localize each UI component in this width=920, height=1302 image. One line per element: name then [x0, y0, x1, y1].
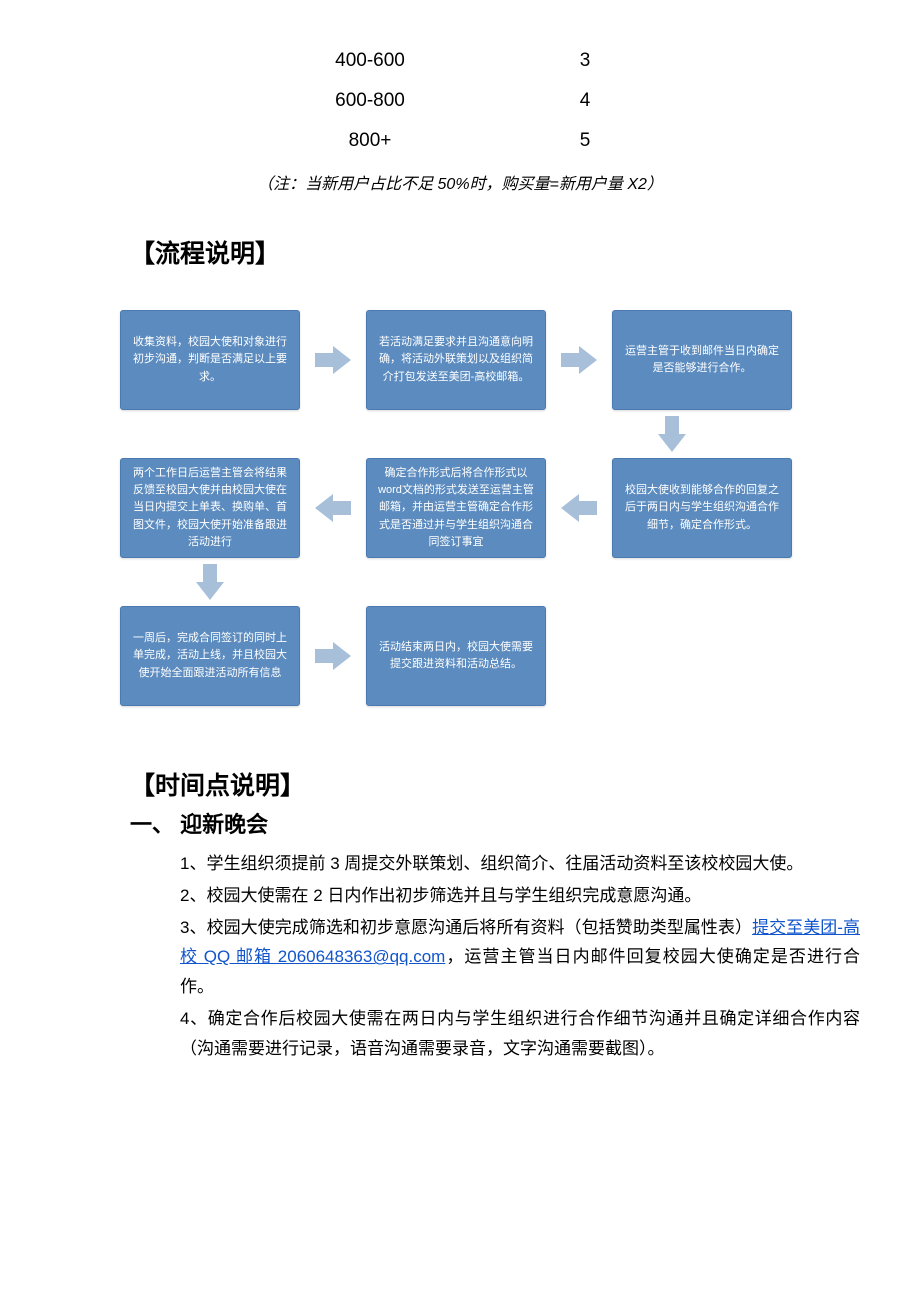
range-cell: 800+	[320, 130, 420, 152]
flow-box-3: 运营主管于收到邮件当日内确定是否能够进行合作。	[612, 310, 792, 410]
table-row: 800+ 5	[60, 130, 860, 152]
table-row: 600-800 4	[60, 90, 860, 112]
list-item: 3、校园大使完成筛选和初步意愿沟通后将所有资料（包括赞助类型属性表）提交至美团-…	[180, 913, 860, 1002]
list-item: 2、校园大使需在 2 日内作出初步筛选并且与学生组织完成意愿沟通。	[180, 881, 860, 911]
flow-box-7: 一周后，完成合同签订的同时上单完成，活动上线，并且校园大使开始全面跟进活动所有信…	[120, 606, 300, 706]
heading-flow: 【流程说明】	[60, 234, 860, 270]
table-row: 400-600 3	[60, 50, 860, 72]
flow-box-4: 校园大使收到能够合作的回复之后于两日内与学生组织沟通合作细节，确定合作形式。	[612, 458, 792, 558]
arrow-left-icon	[561, 490, 597, 526]
heading-timepoint: 【时间点说明】	[60, 766, 860, 802]
arrow-left-icon	[315, 490, 351, 526]
arrow-right-icon	[315, 342, 351, 378]
subheading-welcome-event: 一、 迎新晚会	[60, 807, 860, 839]
arrow-down-icon	[582, 416, 762, 452]
arrow-right-icon	[561, 342, 597, 378]
list-item: 1、学生组织须提前 3 周提交外联策划、组织简介、往届活动资料至该校校园大使。	[180, 849, 860, 879]
arrow-right-icon	[315, 638, 351, 674]
flowchart: 收集资料，校园大使和对象进行初步沟通，判断是否满足以上要求。 若活动满足要求并且…	[60, 310, 860, 706]
range-cell: 600-800	[320, 90, 420, 112]
note-text: （注：当新用户占比不足 50%时，购买量=新用户量 X2）	[60, 170, 860, 194]
tier-table: 400-600 3 600-800 4 800+ 5	[60, 50, 860, 152]
detail-list: 1、学生组织须提前 3 周提交外联策划、组织简介、往届活动资料至该校校园大使。 …	[60, 849, 860, 1063]
flow-box-1: 收集资料，校园大使和对象进行初步沟通，判断是否满足以上要求。	[120, 310, 300, 410]
value-cell: 3	[570, 50, 600, 72]
flow-box-8: 活动结束两日内，校园大使需要提交跟进资料和活动总结。	[366, 606, 546, 706]
value-cell: 5	[570, 130, 600, 152]
value-cell: 4	[570, 90, 600, 112]
range-cell: 400-600	[320, 50, 420, 72]
flow-box-5: 确定合作形式后将合作形式以word文档的形式发送至运营主管邮箱，并由运营主管确定…	[366, 458, 546, 558]
list-item: 4、确定合作后校园大使需在两日内与学生组织进行合作细节沟通并且确定详细合作内容（…	[180, 1004, 860, 1064]
arrow-down-icon	[120, 564, 300, 600]
flow-box-2: 若活动满足要求并且沟通意向明确，将活动外联策划以及组织简介打包发送至美团-高校邮…	[366, 310, 546, 410]
flow-box-6: 两个工作日后运营主管会将结果反馈至校园大使并由校园大使在当日内提交上单表、换购单…	[120, 458, 300, 558]
